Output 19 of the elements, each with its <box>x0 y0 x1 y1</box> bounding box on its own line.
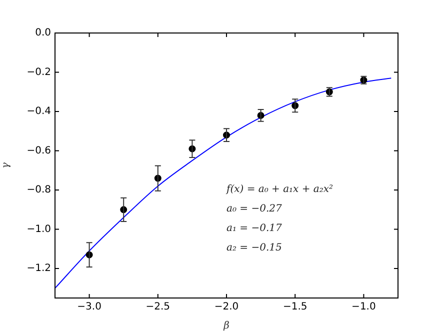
annotation: a₀ = −0.27 <box>226 203 282 214</box>
x-tick-label: −3.0 <box>77 302 102 313</box>
line-series <box>55 78 392 289</box>
annotation: f(x) = a₀ + a₁x + a₂x² <box>226 184 334 195</box>
y-tick-label: −1.0 <box>26 224 51 235</box>
x-tick-label: −2.0 <box>214 302 239 313</box>
x-tick-label: −1.0 <box>352 302 376 313</box>
x-axis-title: β <box>222 320 230 332</box>
annotation: a₁ = −0.17 <box>226 222 282 234</box>
y-tick-label: −0.4 <box>26 106 51 118</box>
y-tick-label: −0.6 <box>26 145 51 156</box>
y-tick-label: −1.2 <box>26 263 51 274</box>
y-tick-label: −0.2 <box>26 66 51 78</box>
y-tick-label: −0.8 <box>26 184 51 196</box>
y-tick-label: 0.0 <box>35 28 51 39</box>
x-tick-label: −1.5 <box>282 302 308 313</box>
x-tick-label: −2.5 <box>146 302 170 313</box>
y-axis-title: γ <box>0 162 12 168</box>
annotation: a₂ = −0.15 <box>226 242 282 254</box>
